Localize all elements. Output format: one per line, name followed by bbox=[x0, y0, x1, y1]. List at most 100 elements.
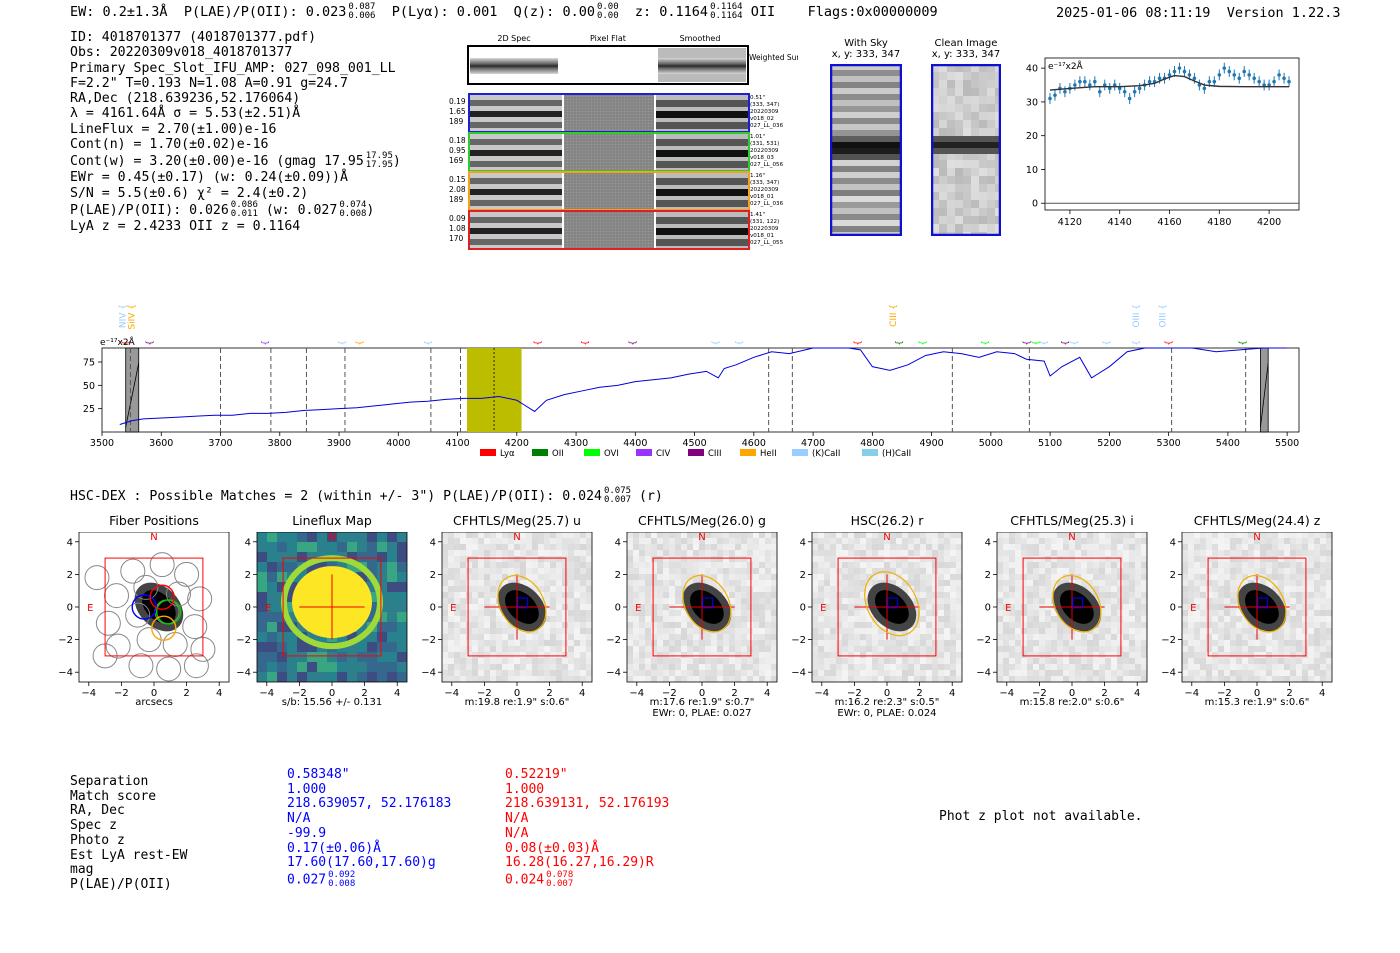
noise-pixel bbox=[448, 586, 454, 592]
noise-pixel bbox=[669, 580, 675, 586]
noise-pixel bbox=[1021, 622, 1027, 628]
flux-pixel bbox=[277, 622, 287, 632]
noise-pixel bbox=[544, 544, 550, 550]
noise-pixel bbox=[914, 610, 920, 616]
noise-pixel bbox=[1284, 652, 1290, 658]
noise-pixel bbox=[741, 580, 747, 586]
noise-pixel bbox=[574, 658, 580, 664]
noise-pixel bbox=[1314, 652, 1320, 658]
east-label: E bbox=[87, 603, 93, 614]
noise-pixel bbox=[902, 658, 908, 664]
noise-pixel bbox=[1033, 538, 1039, 544]
noise-pixel bbox=[1290, 592, 1296, 598]
noise-pixel bbox=[1290, 562, 1296, 568]
noise-pixel bbox=[1194, 592, 1200, 598]
cutout-xtick-label: −4 bbox=[1184, 688, 1199, 699]
noise-pixel bbox=[520, 658, 526, 664]
noise-pixel bbox=[1320, 604, 1326, 610]
noise-pixel bbox=[538, 556, 544, 562]
noise-pixel bbox=[741, 640, 747, 646]
noise-pixel bbox=[818, 604, 824, 610]
noise-pixel bbox=[1003, 610, 1009, 616]
noise-pixel bbox=[687, 580, 693, 586]
noise-pixel bbox=[1105, 556, 1111, 562]
noise-pixel bbox=[908, 538, 914, 544]
noise-pixel bbox=[866, 556, 872, 562]
noise-pixel bbox=[866, 640, 872, 646]
north-label: N bbox=[1253, 532, 1260, 543]
noise-pixel bbox=[1236, 652, 1242, 658]
noise-pixel bbox=[1057, 670, 1063, 676]
noise-pixel bbox=[1123, 628, 1129, 634]
noise-pixel bbox=[1188, 664, 1194, 670]
noise-pixel bbox=[741, 550, 747, 556]
noise-pixel bbox=[460, 598, 466, 604]
noise-pixel bbox=[1069, 652, 1075, 658]
noise-pixel bbox=[1308, 592, 1314, 598]
noise-pixel bbox=[1296, 538, 1302, 544]
noise-pixel bbox=[1326, 628, 1332, 634]
noise-pixel bbox=[1284, 628, 1290, 634]
noise-pixel bbox=[997, 580, 1003, 586]
noise-pixel bbox=[938, 622, 944, 628]
noise-pixel bbox=[944, 562, 950, 568]
noise-pixel bbox=[979, 112, 987, 120]
noise-pixel bbox=[765, 592, 771, 598]
noise-pixel bbox=[866, 532, 872, 538]
noise-pixel bbox=[508, 634, 514, 640]
flux-pixel bbox=[287, 552, 297, 562]
noise-pixel bbox=[1129, 670, 1135, 676]
noise-pixel bbox=[729, 574, 735, 580]
noise-pixel bbox=[939, 64, 947, 72]
zoom-data-point bbox=[1262, 83, 1266, 87]
noise-pixel bbox=[890, 640, 896, 646]
noise-pixel bbox=[556, 676, 562, 682]
noise-pixel bbox=[466, 550, 472, 556]
noise-pixel bbox=[538, 664, 544, 670]
noise-pixel bbox=[550, 604, 556, 610]
noise-pixel bbox=[1260, 544, 1266, 550]
noise-pixel bbox=[442, 532, 448, 538]
zoom-data-point bbox=[1122, 89, 1127, 94]
noise-pixel bbox=[508, 670, 514, 676]
noise-pixel bbox=[842, 586, 848, 592]
flux-pixel bbox=[307, 532, 317, 542]
noise-pixel bbox=[1099, 658, 1105, 664]
north-label: N bbox=[698, 532, 705, 543]
fiber-highlight bbox=[155, 599, 182, 625]
noise-pixel bbox=[1015, 658, 1021, 664]
noise-pixel bbox=[824, 622, 830, 628]
noise-pixel bbox=[1200, 592, 1206, 598]
noise-pixel bbox=[765, 580, 771, 586]
noise-pixel bbox=[681, 676, 687, 682]
noise-pixel bbox=[1045, 568, 1051, 574]
cutout-ytick-label: 4 bbox=[800, 537, 806, 548]
noise-pixel bbox=[939, 72, 947, 80]
noise-pixel bbox=[939, 168, 947, 176]
cutout-ytick-label: 0 bbox=[615, 603, 621, 614]
noise-pixel bbox=[1021, 658, 1027, 664]
noise-pixel bbox=[1141, 640, 1147, 646]
noise-pixel bbox=[484, 640, 490, 646]
noise-pixel bbox=[947, 112, 955, 120]
noise-pixel bbox=[1260, 550, 1266, 556]
noise-pixel bbox=[1129, 544, 1135, 550]
noise-pixel bbox=[1182, 556, 1188, 562]
noise-pixel bbox=[971, 192, 979, 200]
clean-image-title-text: Clean Image bbox=[934, 38, 998, 49]
noise-pixel bbox=[663, 640, 669, 646]
noise-pixel bbox=[484, 562, 490, 568]
noise-pixel bbox=[1009, 670, 1015, 676]
noise-pixel bbox=[693, 670, 699, 676]
noise-pixel bbox=[1272, 676, 1278, 682]
noise-pixel bbox=[442, 652, 448, 658]
cutout-ytick-label: −4 bbox=[236, 668, 251, 679]
noise-pixel bbox=[1326, 670, 1332, 676]
noise-pixel bbox=[681, 616, 687, 622]
noise-pixel bbox=[1188, 586, 1194, 592]
noise-pixel bbox=[550, 592, 556, 598]
flux-pixel bbox=[357, 552, 367, 562]
noise-pixel bbox=[1314, 622, 1320, 628]
flux-pixel bbox=[387, 612, 397, 622]
noise-pixel bbox=[1003, 676, 1009, 682]
